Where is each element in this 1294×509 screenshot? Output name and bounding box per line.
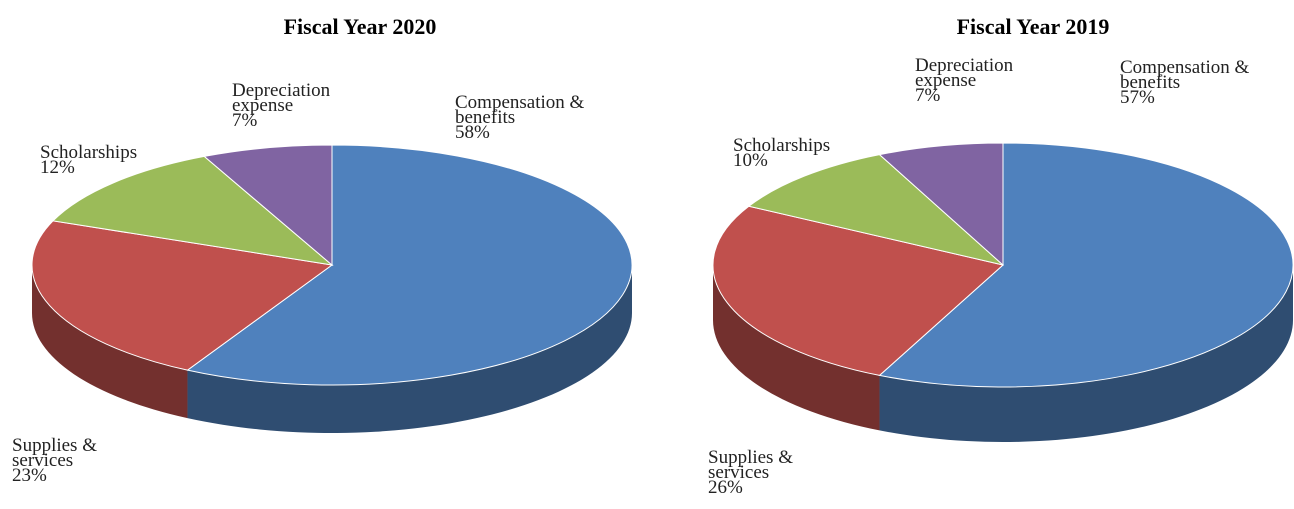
- slice-value-label: 23%: [12, 465, 47, 486]
- slice-label: Supplies & services: [12, 435, 97, 471]
- slice: [203, 144, 333, 267]
- slice: [747, 154, 1004, 266]
- slice: [878, 142, 1004, 267]
- slice-side: [879, 265, 1293, 442]
- slice-value-label: 7%: [915, 85, 941, 106]
- slice-label: Scholarships: [40, 142, 138, 163]
- slice: [878, 142, 1294, 388]
- slice: [31, 220, 334, 371]
- slice-label: Compensation & benefits: [455, 92, 585, 128]
- chart-title: Fiscal Year 2020: [283, 14, 437, 39]
- slice: [52, 155, 334, 266]
- slice-value-label: 26%: [708, 477, 743, 498]
- slice-label: Supplies & services: [708, 447, 793, 483]
- slice-value-label: 58%: [455, 122, 490, 143]
- slice-side: [187, 265, 633, 434]
- slice-side: [32, 265, 188, 419]
- slice-label: Scholarships: [733, 135, 831, 156]
- slice-side: [713, 265, 880, 431]
- slice-label: Compensation & benefits: [1120, 57, 1250, 93]
- slice-label: Depreciation expense: [232, 80, 331, 116]
- slice-value-label: 57%: [1120, 87, 1155, 108]
- slice-value-label: 10%: [733, 150, 768, 171]
- chart-title: Fiscal Year 2019: [956, 14, 1110, 39]
- slice-label: Depreciation expense: [915, 55, 1014, 91]
- slice-value-label: 12%: [40, 157, 75, 178]
- slice: [186, 144, 633, 386]
- slice-value-label: 7%: [232, 110, 258, 131]
